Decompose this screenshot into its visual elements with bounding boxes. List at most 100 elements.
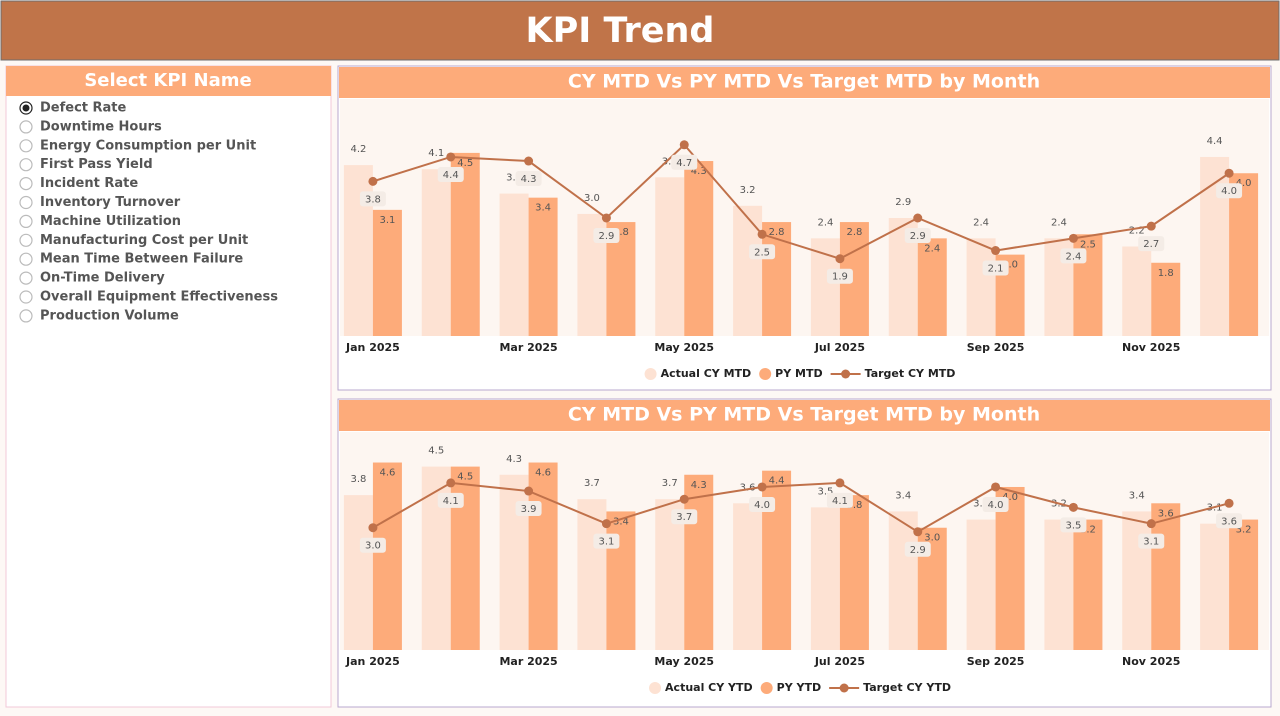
radio-button[interactable] <box>19 309 33 323</box>
legend-label: Target CY YTD <box>863 681 951 694</box>
data-label: 2.4 <box>924 243 940 254</box>
line-point <box>368 176 378 186</box>
data-label: 2.8 <box>613 227 629 238</box>
data-label: 3.8 <box>365 194 381 205</box>
line-point <box>1224 168 1234 178</box>
line-point <box>446 478 456 488</box>
label-box <box>982 496 1009 512</box>
data-label: 4.4 <box>1207 136 1223 147</box>
bar <box>1122 246 1152 336</box>
legend-marker <box>841 369 851 379</box>
radio-button[interactable] <box>19 158 33 172</box>
data-label: 2.8 <box>846 227 862 238</box>
legend-marker <box>649 682 662 694</box>
plot-area <box>340 99 1269 336</box>
data-label: 3.0 <box>584 193 600 204</box>
line-point <box>446 152 456 162</box>
label-box <box>1216 183 1243 199</box>
bar <box>810 507 840 650</box>
line-point <box>601 213 611 223</box>
x-tick-label: Sep 2025 <box>967 341 1025 354</box>
data-label: 3.5 <box>1065 520 1081 531</box>
slicer-option[interactable]: Manufacturing Cost per Unit <box>40 233 248 248</box>
slicer-option[interactable]: Production Volume <box>40 308 179 323</box>
x-tick-label: Jul 2025 <box>814 341 865 354</box>
data-label: 2.8 <box>769 227 785 238</box>
slicer-option[interactable]: Downtime Hours <box>40 119 162 134</box>
slicer-option[interactable]: Energy Consumption per Unit <box>40 138 256 153</box>
line-point <box>524 156 534 166</box>
data-label: 2.4 <box>1051 217 1067 228</box>
line-point <box>1146 519 1156 529</box>
legend-marker <box>839 683 849 693</box>
bar <box>1229 173 1259 336</box>
x-tick-label: Jan 2025 <box>345 341 400 354</box>
plot-area <box>340 432 1269 650</box>
bar <box>343 495 373 650</box>
bar <box>888 511 918 650</box>
line-point <box>757 229 767 239</box>
data-label: 3.0 <box>365 541 381 552</box>
header-bar <box>0 0 1280 61</box>
x-tick-label: Sep 2025 <box>967 655 1025 668</box>
data-label: 2.4 <box>817 217 833 228</box>
label-box <box>1138 236 1165 252</box>
slicer-option[interactable]: Incident Rate <box>40 176 138 191</box>
data-label: 3.1 <box>1207 503 1223 514</box>
legend-marker <box>760 682 773 694</box>
bar <box>966 519 996 650</box>
radio-button[interactable] <box>19 233 33 247</box>
data-label: 3.8 <box>350 474 366 485</box>
label-box <box>359 191 386 207</box>
bar <box>655 499 685 650</box>
radio-button[interactable] <box>19 271 33 285</box>
slicer-option[interactable]: First Pass Yield <box>40 157 153 172</box>
data-label: 3.4 <box>613 516 629 527</box>
slicer-option[interactable]: Mean Time Between Failure <box>40 252 243 267</box>
data-label: 4.3 <box>521 174 537 185</box>
data-label: 3.4 <box>1129 490 1145 501</box>
radio-button[interactable] <box>19 290 33 304</box>
data-label: 3.5 <box>817 486 833 497</box>
radio-button[interactable] <box>19 195 33 210</box>
slicer-option[interactable]: Machine Utilization <box>40 214 181 229</box>
data-label: 4.3 <box>691 166 707 177</box>
data-label: 4.4 <box>443 170 459 181</box>
data-label: 4.6 <box>535 468 551 479</box>
line <box>372 143 1230 260</box>
slicer-option[interactable]: Inventory Turnover <box>40 195 181 210</box>
data-label: 2.9 <box>910 545 926 556</box>
radio-button[interactable] <box>19 252 33 266</box>
x-tick-label: Mar 2025 <box>499 341 557 354</box>
data-label: 3.2 <box>1080 525 1096 536</box>
slicer-option[interactable]: Defect Rate <box>40 101 127 116</box>
legend-label: PY MTD <box>775 367 822 380</box>
label-box <box>1060 517 1087 533</box>
bar <box>995 486 1025 650</box>
label-box <box>1216 513 1243 529</box>
data-label: 4.1 <box>832 496 848 507</box>
bar <box>684 474 714 650</box>
data-label: 2.5 <box>1080 239 1096 250</box>
bar <box>733 205 763 336</box>
radio-button[interactable] <box>19 214 33 228</box>
header-title: KPI Trend <box>526 11 715 51</box>
data-label: 3.6 <box>1221 516 1237 527</box>
bar <box>1122 511 1152 650</box>
radio-button[interactable] <box>19 120 33 134</box>
label-box <box>826 492 853 508</box>
data-label: 4.0 <box>1221 186 1237 197</box>
radio-button[interactable] <box>19 177 33 191</box>
radio-button[interactable] <box>19 139 33 153</box>
data-label: 4.7 <box>676 158 692 169</box>
bar <box>1229 519 1259 650</box>
data-label: 3.6 <box>1158 508 1174 519</box>
x-tick-label: Nov 2025 <box>1122 655 1180 668</box>
line-point <box>1224 498 1234 508</box>
data-label: 3.9 <box>662 156 678 167</box>
data-label: 3.7 <box>676 512 692 523</box>
label-box <box>671 154 698 170</box>
data-label: 3.1 <box>1143 537 1159 548</box>
slicer-option[interactable]: On-Time Delivery <box>40 271 165 286</box>
slicer-option[interactable]: Overall Equipment Effectiveness <box>40 290 278 305</box>
